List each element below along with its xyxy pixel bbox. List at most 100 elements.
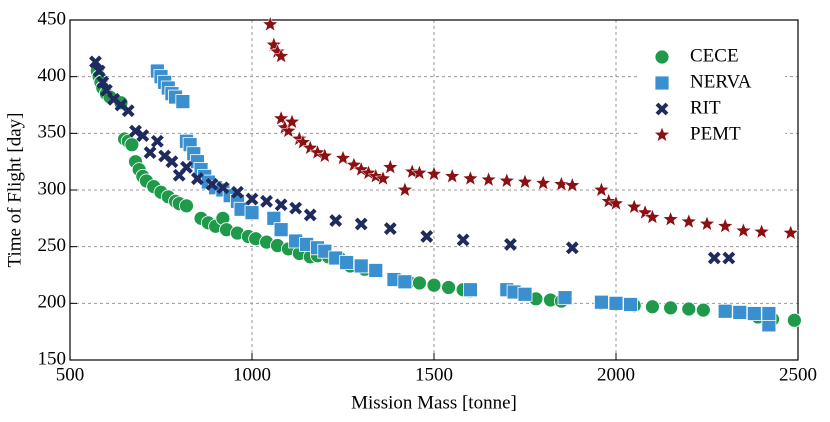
point xyxy=(383,222,397,235)
point xyxy=(565,241,579,255)
point xyxy=(121,104,135,118)
point xyxy=(420,230,434,243)
point xyxy=(136,129,150,143)
point xyxy=(443,167,461,184)
point xyxy=(722,251,736,265)
point xyxy=(353,258,369,274)
x-tick-label: 2000 xyxy=(597,364,635,385)
legend-label: NERVA xyxy=(690,71,752,92)
x-axis-label: Mission Mass [tonne] xyxy=(351,392,517,413)
point xyxy=(265,36,283,52)
point xyxy=(636,204,654,220)
point xyxy=(244,205,260,221)
point xyxy=(663,300,678,316)
point xyxy=(698,215,716,232)
point xyxy=(382,158,399,175)
point xyxy=(516,173,534,190)
point xyxy=(456,233,470,247)
point xyxy=(124,137,140,153)
point xyxy=(644,208,661,225)
y-axis-label: Time of Flight [day] xyxy=(4,113,25,268)
point xyxy=(557,290,573,306)
point xyxy=(761,306,777,321)
point xyxy=(301,139,319,156)
point xyxy=(96,75,110,89)
point xyxy=(165,155,179,169)
point xyxy=(600,192,617,209)
point xyxy=(662,210,679,227)
point xyxy=(623,297,638,312)
legend-marker xyxy=(654,75,670,91)
point xyxy=(345,156,363,173)
point xyxy=(735,222,752,238)
point xyxy=(396,181,414,198)
point xyxy=(746,306,762,321)
point xyxy=(594,294,609,310)
point xyxy=(179,198,194,214)
point xyxy=(498,172,516,188)
point xyxy=(283,113,301,130)
point xyxy=(303,208,317,222)
point xyxy=(261,15,279,32)
point xyxy=(329,214,343,228)
legend-marker xyxy=(655,102,669,116)
point xyxy=(354,217,368,231)
point xyxy=(425,165,443,182)
point xyxy=(426,277,442,293)
point xyxy=(608,295,624,311)
x-tick-label: 2500 xyxy=(779,364,817,385)
point xyxy=(89,55,102,69)
plot-frame xyxy=(69,19,799,361)
x-tick-label: 1000 xyxy=(233,364,271,385)
point xyxy=(411,164,428,181)
point xyxy=(272,109,290,126)
point xyxy=(92,64,106,78)
point xyxy=(143,146,157,160)
point xyxy=(231,185,244,199)
legend-label: CECE xyxy=(690,45,739,66)
point xyxy=(441,280,456,295)
point xyxy=(352,160,370,177)
point xyxy=(695,302,711,318)
point xyxy=(462,170,479,186)
point xyxy=(245,192,259,206)
point xyxy=(205,177,219,191)
point xyxy=(625,198,643,215)
point xyxy=(412,275,427,291)
point xyxy=(273,222,289,238)
point xyxy=(732,304,748,320)
point xyxy=(272,47,290,64)
point xyxy=(274,198,288,212)
y-tick-label: 200 xyxy=(38,292,67,313)
point xyxy=(374,169,392,186)
point xyxy=(707,251,721,265)
point xyxy=(607,194,625,211)
point xyxy=(593,181,610,198)
point xyxy=(216,181,230,195)
point xyxy=(309,143,326,160)
point xyxy=(782,224,799,241)
y-tick-label: 250 xyxy=(38,235,67,256)
point xyxy=(680,212,698,229)
point xyxy=(397,274,413,290)
point xyxy=(334,149,352,166)
legend-label: RIT xyxy=(690,97,721,118)
point xyxy=(717,303,733,319)
point xyxy=(368,263,384,278)
point xyxy=(150,134,164,148)
point xyxy=(180,160,193,174)
point xyxy=(786,312,802,328)
point xyxy=(504,237,517,251)
point xyxy=(316,147,334,164)
point xyxy=(645,299,660,315)
y-tick-label: 400 xyxy=(38,65,67,86)
point xyxy=(753,223,770,239)
y-tick-label: 150 xyxy=(38,348,67,369)
point xyxy=(462,282,478,298)
y-tick-label: 450 xyxy=(38,8,67,29)
point xyxy=(280,122,297,139)
point xyxy=(564,176,581,193)
legend-marker xyxy=(653,126,671,143)
point xyxy=(190,172,204,186)
